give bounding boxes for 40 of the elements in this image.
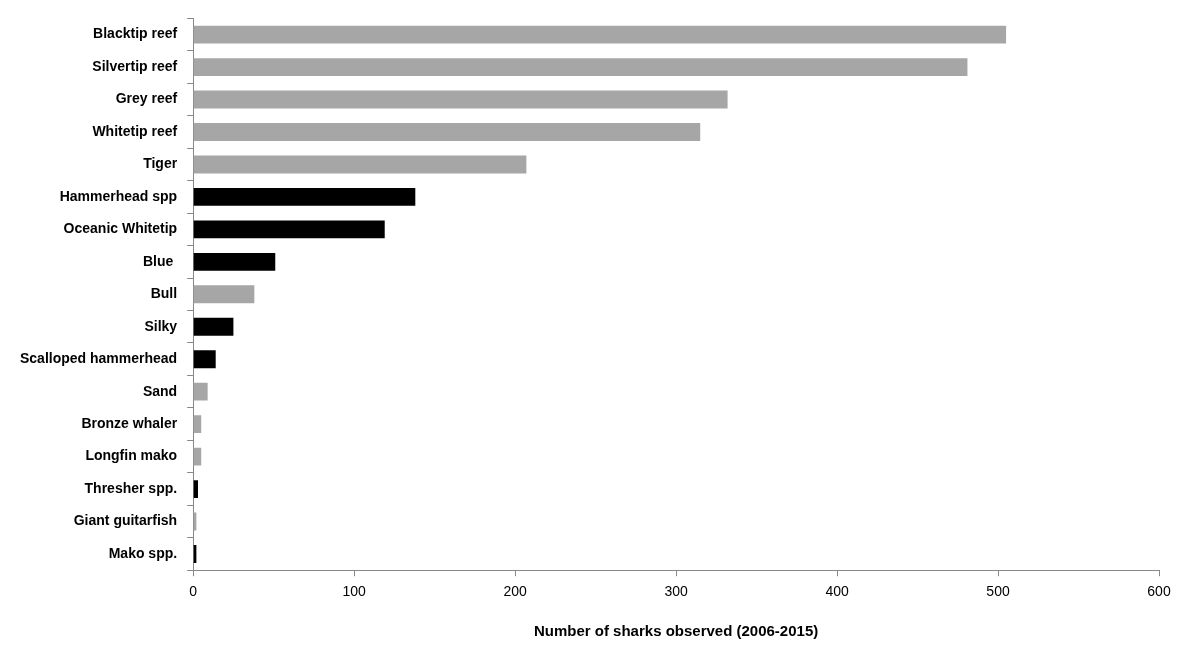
bar [193, 350, 216, 369]
y-tick-label: Blacktip reef [93, 25, 178, 42]
x-tick-label: 500 [986, 583, 1010, 600]
y-tick-label: Oceanic Whitetip [63, 220, 178, 237]
bar [193, 220, 385, 239]
y-tick-label: Mako spp. [108, 544, 178, 561]
y-tick-label: Bull [150, 285, 178, 302]
x-tick-label: 300 [664, 583, 688, 600]
x-tick-label: 100 [342, 583, 367, 600]
bar [193, 317, 234, 336]
y-tick-label: Whitetip reef [92, 122, 178, 139]
bar [193, 252, 276, 271]
bar [193, 382, 208, 401]
y-tick-label: Longfin mako [85, 447, 178, 464]
bar [193, 58, 968, 77]
y-tick-label: Tiger [143, 155, 178, 172]
y-tick-label: Blue [142, 252, 178, 269]
x-tick-label: 200 [503, 583, 527, 600]
x-tick-label: 0 [189, 583, 198, 600]
bar [193, 447, 202, 466]
bar [193, 285, 255, 304]
bar [193, 188, 416, 206]
y-tick-label: Bronze whaler [81, 414, 178, 431]
y-tick-label: Hammerhead spp [59, 187, 178, 204]
y-tick-label: Sand [142, 382, 178, 399]
x-tick-label: 400 [825, 583, 849, 600]
y-tick-label: Giant guitarfish [73, 512, 178, 529]
y-tick-label: Grey reef [115, 90, 178, 107]
bar [193, 155, 527, 174]
bar [193, 90, 728, 109]
x-tick-label: 600 [1147, 583, 1171, 600]
y-tick-label: Thresher spp. [84, 479, 178, 496]
y-tick-label: Silky [144, 317, 178, 334]
bar [193, 415, 202, 434]
y-tick-label: Silvertip reef [92, 57, 178, 74]
bar [193, 123, 701, 141]
x-axis-title: Number of sharks observed (2006-2015) [533, 622, 819, 640]
y-tick-label: Scalloped hammerhead [19, 350, 178, 367]
bar [193, 25, 1007, 44]
bar [193, 480, 198, 498]
